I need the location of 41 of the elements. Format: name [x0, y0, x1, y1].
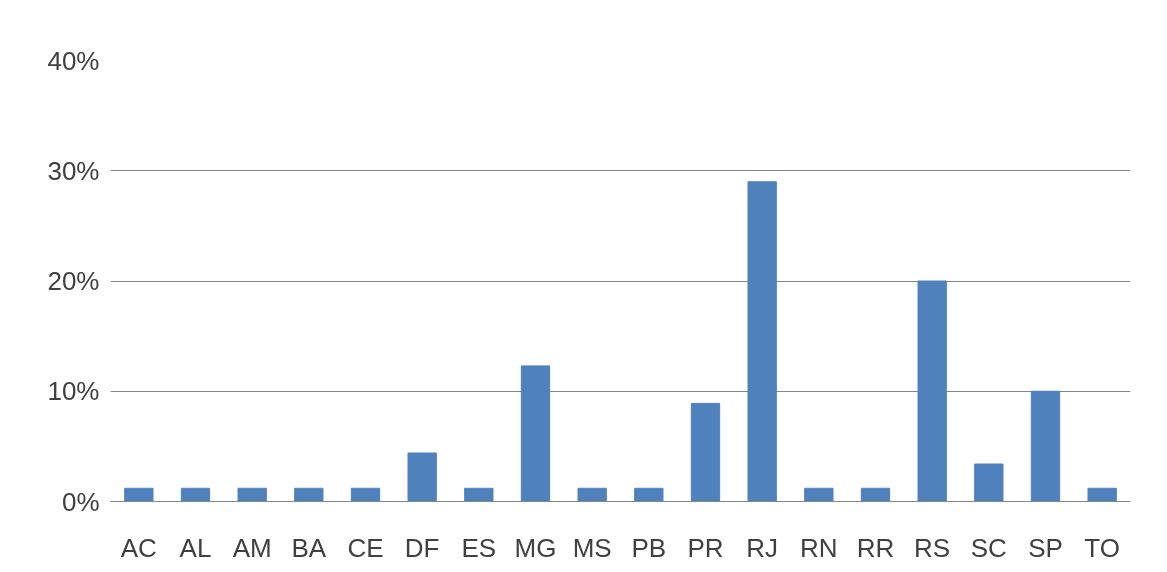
bar	[294, 487, 324, 502]
y-tick-label: 30%	[47, 155, 100, 186]
bar	[180, 487, 211, 502]
bar	[577, 487, 607, 502]
bar	[520, 365, 551, 502]
x-tick-label: TO	[1084, 532, 1120, 563]
x-tick-label: PB	[631, 532, 667, 563]
x-tick-label: BA	[291, 532, 327, 563]
bar	[237, 487, 267, 502]
x-tick-label: SP	[1028, 532, 1063, 563]
y-tick-label: 40%	[47, 45, 100, 76]
bar	[917, 280, 947, 502]
x-tick-label: AM	[232, 532, 272, 563]
x-tick-label: AC	[120, 532, 157, 563]
bar	[974, 463, 1004, 502]
bar	[407, 452, 437, 502]
bar	[124, 487, 154, 502]
bar	[804, 487, 834, 502]
bar	[1030, 390, 1061, 502]
x-tick-label: CE	[347, 532, 384, 563]
x-tick-label: SC	[970, 532, 1007, 563]
x-tick-label: PR	[687, 532, 724, 563]
bar	[634, 487, 664, 502]
bar	[350, 487, 381, 502]
bar	[1087, 487, 1117, 502]
x-tick-label: ES	[461, 532, 497, 563]
x-tick-label: MG	[514, 532, 557, 563]
y-tick-label: 0%	[61, 486, 100, 517]
x-tick-label: RS	[914, 532, 951, 563]
x-tick-label: DF	[404, 532, 440, 563]
x-tick-label: RJ	[746, 532, 779, 563]
x-tick-label: AL	[179, 532, 212, 563]
x-tick-label: RR	[856, 532, 895, 563]
x-tick-label: MS	[572, 532, 612, 563]
bar	[860, 487, 891, 502]
x-tick-label: RN	[800, 532, 838, 563]
y-tick-label: 10%	[47, 376, 100, 407]
bar	[690, 402, 721, 502]
y-tick-label: 20%	[47, 266, 100, 296]
bar	[464, 487, 494, 502]
bar	[747, 181, 777, 502]
